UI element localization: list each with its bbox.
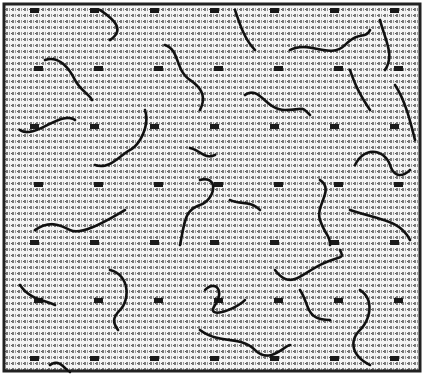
strand xyxy=(108,268,128,332)
grid-marker xyxy=(394,298,403,303)
grid-marker xyxy=(34,182,43,187)
grid-marker xyxy=(154,182,163,187)
grid-marker xyxy=(90,356,99,361)
grid-marker xyxy=(270,240,279,245)
grid-marker xyxy=(150,8,159,13)
strand xyxy=(163,43,205,112)
strands xyxy=(18,8,417,374)
strand xyxy=(298,288,332,322)
grid-marker xyxy=(330,8,339,13)
grid-marker xyxy=(150,356,159,361)
strand xyxy=(348,208,412,242)
strand xyxy=(353,150,412,177)
strand xyxy=(203,284,247,314)
grid-marker xyxy=(334,182,343,187)
grid-marker xyxy=(90,240,99,245)
strand xyxy=(243,91,312,117)
grid-marker xyxy=(270,8,279,13)
grid-marker xyxy=(330,124,339,129)
strand xyxy=(93,108,148,168)
strand xyxy=(317,178,332,247)
grid-marker xyxy=(270,356,279,361)
grid-marker xyxy=(334,66,343,71)
grid-marker xyxy=(210,356,219,361)
strand xyxy=(348,68,372,112)
grid-marker xyxy=(210,8,219,13)
strand xyxy=(393,83,417,142)
grid-marker xyxy=(214,182,223,187)
strand xyxy=(178,178,215,247)
grid-marker xyxy=(390,356,399,361)
strand xyxy=(43,57,94,102)
grid-marker xyxy=(390,8,399,13)
grid-marker xyxy=(334,298,343,303)
grid-marker xyxy=(30,240,39,245)
grid-marker xyxy=(34,66,43,71)
strand xyxy=(352,288,372,367)
strand xyxy=(188,146,217,158)
grid-marker xyxy=(154,298,163,303)
grid-marker xyxy=(90,8,99,13)
strand xyxy=(273,248,344,282)
grid-marker xyxy=(390,124,399,129)
strand xyxy=(18,116,77,134)
grid-marker xyxy=(394,182,403,187)
grid-marker xyxy=(274,298,283,303)
strand xyxy=(288,28,372,53)
grid-marker xyxy=(94,182,103,187)
grid-marker xyxy=(30,124,39,129)
grid-marker xyxy=(90,124,99,129)
grid-marker xyxy=(150,240,159,245)
grid-marker xyxy=(270,124,279,129)
strand xyxy=(228,198,262,212)
grid-marker xyxy=(210,124,219,129)
grid-marker xyxy=(330,356,339,361)
strand xyxy=(378,18,391,72)
grid-marker xyxy=(274,182,283,187)
grid-marker xyxy=(390,240,399,245)
strand xyxy=(33,208,127,233)
strand xyxy=(233,8,257,52)
grid-marker xyxy=(30,8,39,13)
grid-marker xyxy=(274,66,283,71)
grid-marker xyxy=(34,298,43,303)
grid-marker xyxy=(330,240,339,245)
grid-marker xyxy=(210,240,219,245)
grid-marker xyxy=(154,66,163,71)
grid-markers xyxy=(30,8,403,361)
strand xyxy=(198,328,292,357)
grid-marker xyxy=(214,66,223,71)
grid-marker xyxy=(150,124,159,129)
strand xyxy=(18,283,57,307)
grid-marker xyxy=(94,298,103,303)
grid-marker xyxy=(94,66,103,71)
strand xyxy=(98,8,119,42)
grid-marker xyxy=(394,66,403,71)
strand xyxy=(48,361,72,374)
grid-marker xyxy=(30,356,39,361)
